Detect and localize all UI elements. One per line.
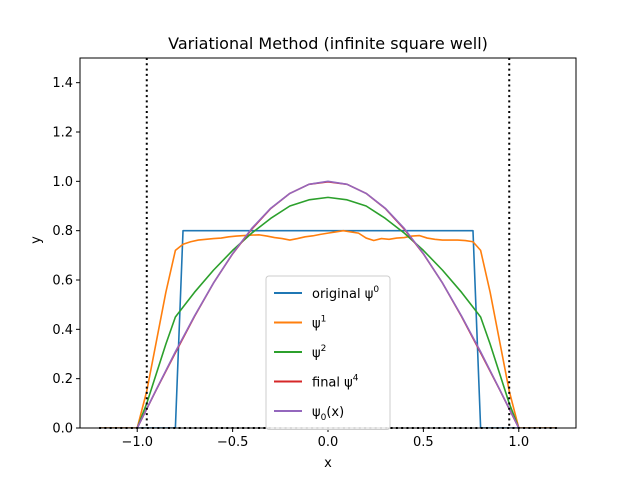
legend-label-0: original ψ0	[312, 285, 379, 302]
plot-clip-group	[99, 180, 557, 428]
series-line-2	[136, 196, 520, 428]
y-tick-label-3: 0.6	[52, 274, 73, 289]
series-line-4	[136, 180, 520, 428]
x-tick-label-3: 0.5	[413, 435, 434, 450]
y-tick-label-6: 1.2	[52, 126, 73, 141]
series-line-0	[99, 229, 557, 428]
legend-label-3: final ψ4	[312, 374, 359, 391]
legend-box	[265, 275, 391, 430]
y-tick-label-4: 0.8	[52, 224, 73, 239]
chart-title: Variational Method (infinite square well…	[168, 34, 488, 53]
x-axis-label: x	[324, 456, 332, 471]
y-tick-label-0: 0.0	[52, 422, 73, 437]
y-axis-label: y	[29, 236, 44, 244]
legend-label-4: ψ0(x)	[312, 405, 344, 423]
x-tick-label-0: −1.0	[121, 435, 153, 450]
legend: original ψ0 ψ1 ψ2 final ψ4 ψ0(x)	[265, 275, 391, 430]
y-tick-label-1: 0.2	[52, 372, 73, 387]
series-line-1	[99, 229, 557, 428]
x-tick-label-1: −0.5	[217, 435, 249, 450]
legend-label-1: ψ1	[312, 315, 326, 332]
y-tick-label-2: 0.4	[52, 323, 73, 338]
y-tick-label-5: 1.0	[52, 175, 73, 190]
x-tick-label-2: 0.0	[318, 435, 339, 450]
x-tick-label-4: 1.0	[508, 435, 529, 450]
y-tick-label-7: 1.4	[52, 76, 73, 91]
legend-label-2: ψ2	[312, 344, 326, 361]
axes: −1.0 −0.5 0.0 0.5 1.0 0.0 0.2 0.4 0.6 0.8 1.0 1.2 1.…	[52, 57, 577, 450]
